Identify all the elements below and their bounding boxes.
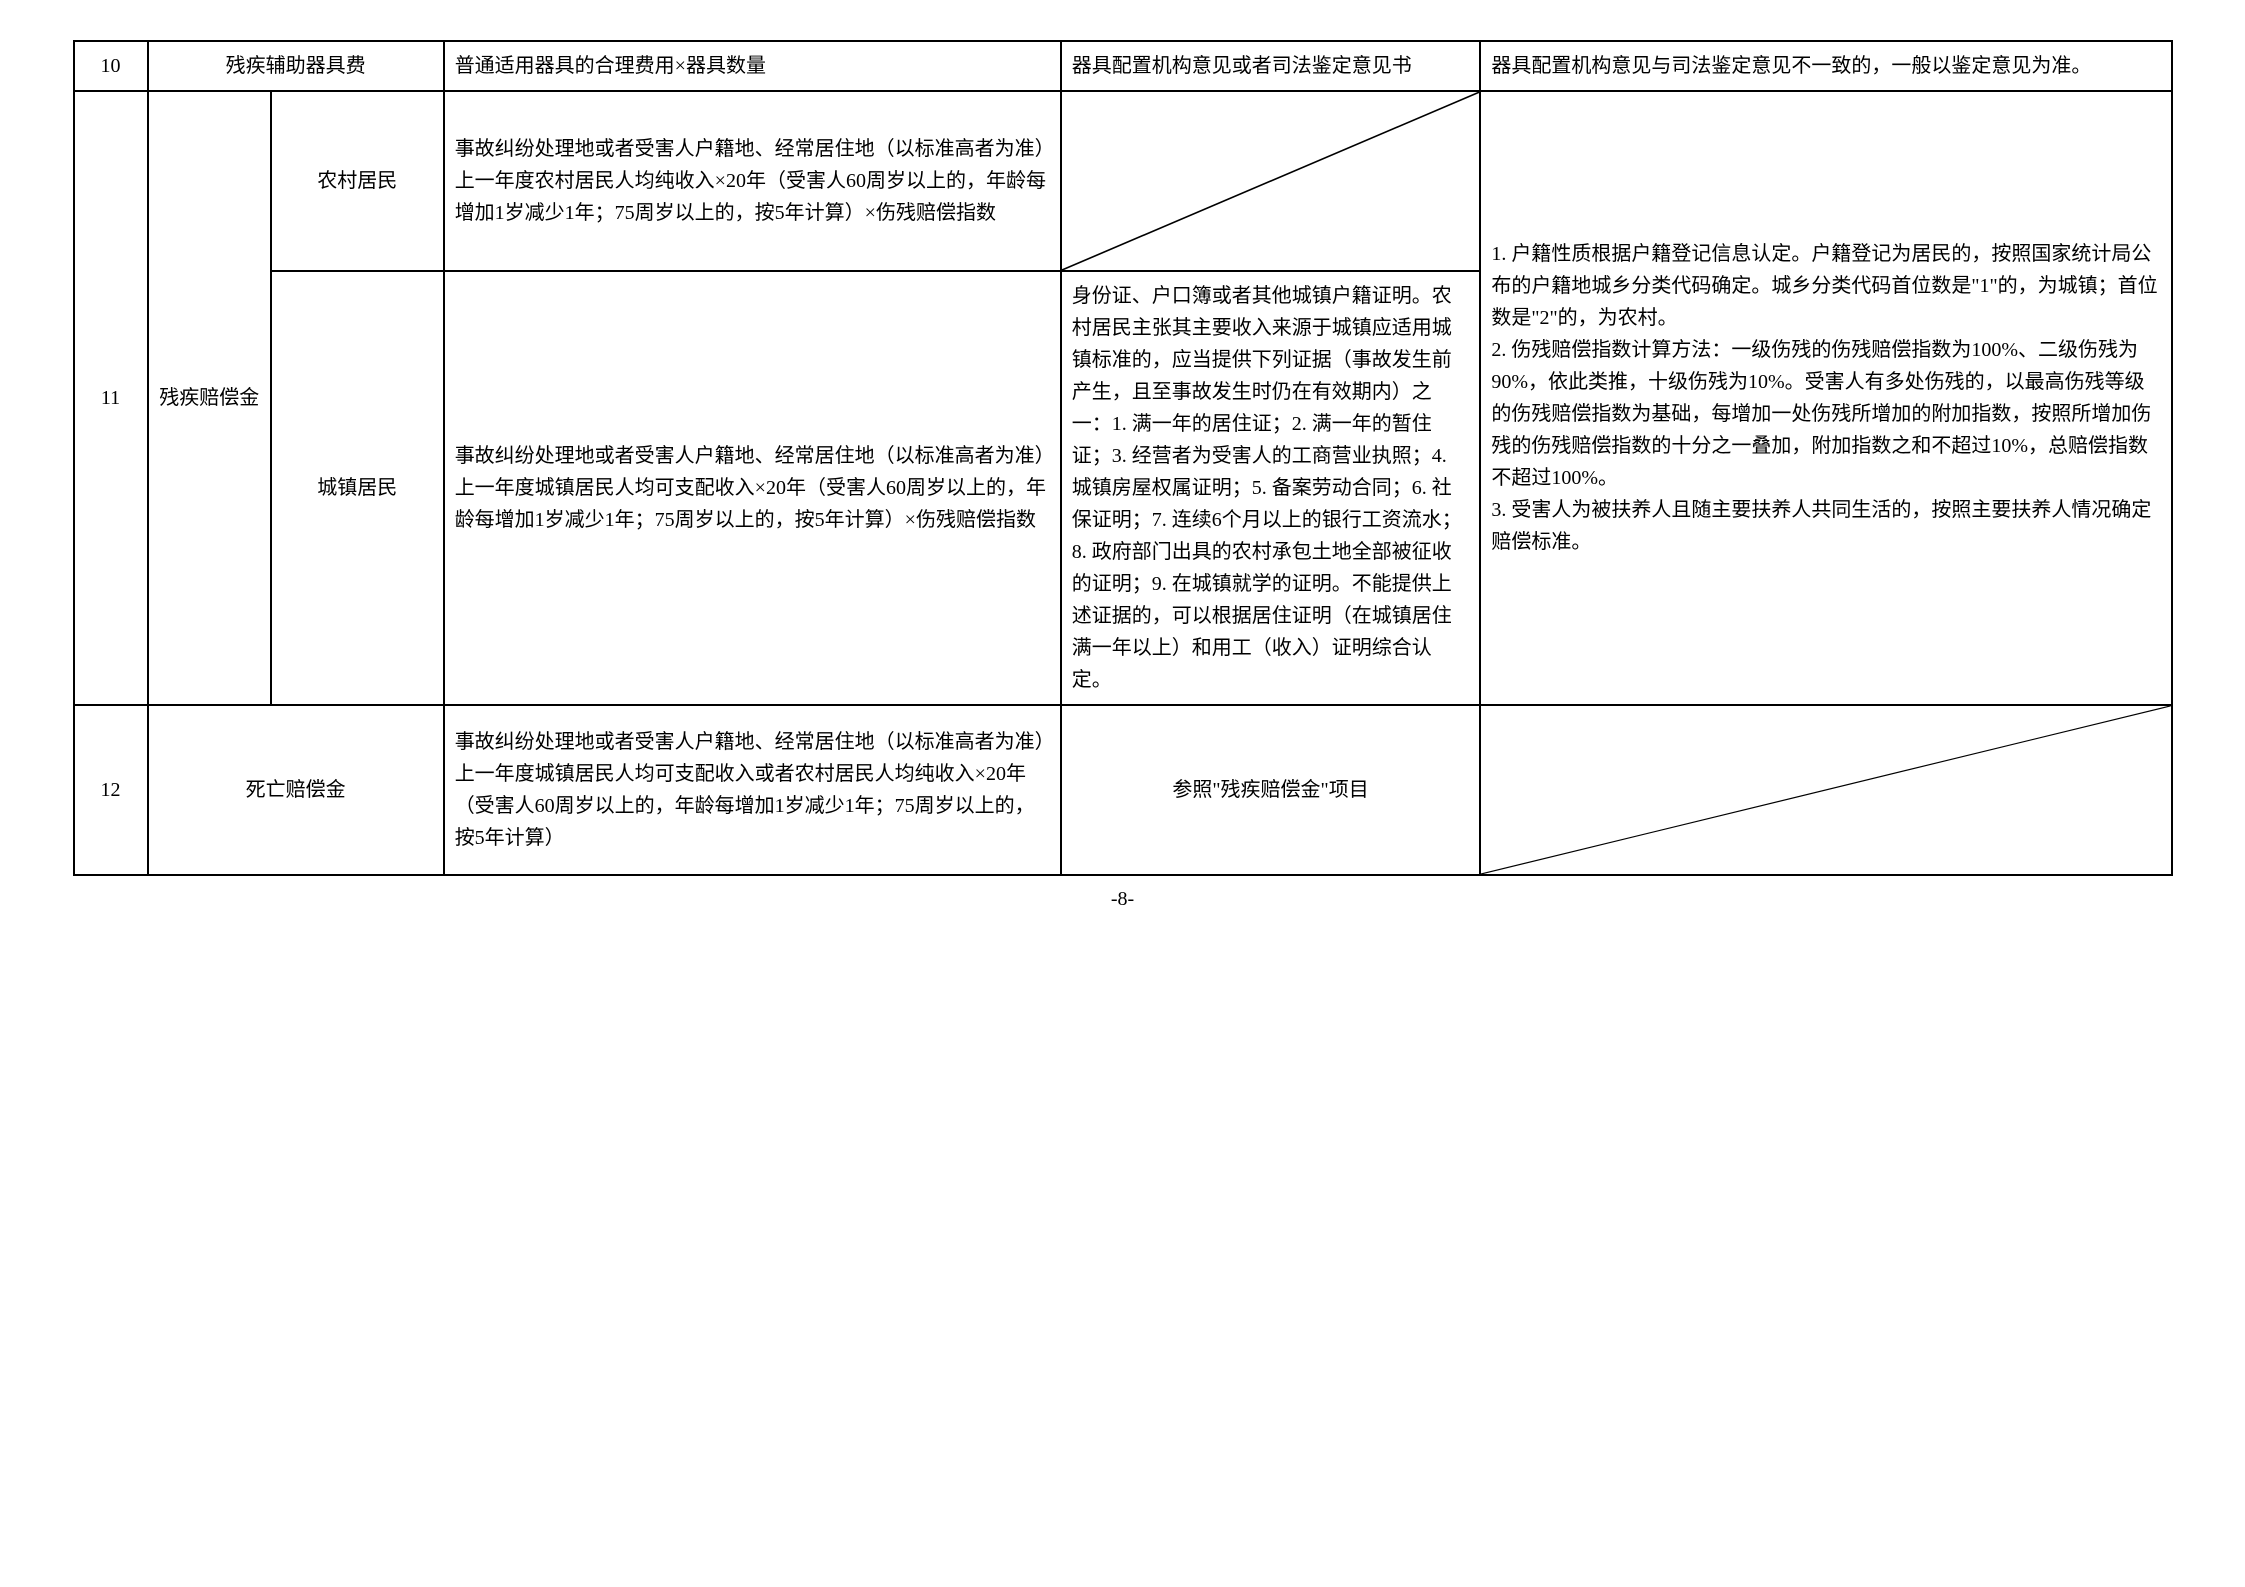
compensation-table: 10 残疾辅助器具费 普通适用器具的合理费用×器具数量 器具配置机构意见或者司法… — [73, 40, 2173, 876]
table-row: 12 死亡赔偿金 事故纠纷处理地或者受害人户籍地、经常居住地（以标准高者为准）上… — [74, 705, 2172, 875]
row-number: 12 — [74, 705, 148, 875]
diagonal-line-icon — [1481, 706, 2170, 874]
diagonal-line-icon — [1062, 92, 1480, 270]
row-number: 11 — [74, 91, 148, 705]
formula-cell: 事故纠纷处理地或者受害人户籍地、经常居住地（以标准高者为准）上一年度城镇居民人均… — [444, 271, 1061, 705]
category-cell: 残疾辅助器具费 — [148, 41, 444, 91]
evidence-cell-empty — [1061, 91, 1481, 271]
page-number: -8- — [1111, 888, 1134, 911]
subcategory-cell: 城镇居民 — [271, 271, 444, 705]
evidence-cell: 器具配置机构意见或者司法鉴定意见书 — [1061, 41, 1481, 91]
row-number: 10 — [74, 41, 148, 91]
compensation-table-wrapper: 10 残疾辅助器具费 普通适用器具的合理费用×器具数量 器具配置机构意见或者司法… — [73, 40, 2173, 876]
evidence-cell: 参照"残疾赔偿金"项目 — [1061, 705, 1481, 875]
table-row: 10 残疾辅助器具费 普通适用器具的合理费用×器具数量 器具配置机构意见或者司法… — [74, 41, 2172, 91]
notes-cell: 1. 户籍性质根据户籍登记信息认定。户籍登记为居民的，按照国家统计局公布的户籍地… — [1480, 91, 2171, 705]
category-cell: 残疾赔偿金 — [148, 91, 271, 705]
evidence-cell: 身份证、户口簿或者其他城镇户籍证明。农村居民主张其主要收入来源于城镇应适用城镇标… — [1061, 271, 1481, 705]
formula-cell: 事故纠纷处理地或者受害人户籍地、经常居住地（以标准高者为准）上一年度城镇居民人均… — [444, 705, 1061, 875]
table-row: 11 残疾赔偿金 农村居民 事故纠纷处理地或者受害人户籍地、经常居住地（以标准高… — [74, 91, 2172, 271]
subcategory-cell: 农村居民 — [271, 91, 444, 271]
formula-cell: 普通适用器具的合理费用×器具数量 — [444, 41, 1061, 91]
notes-cell-empty — [1480, 705, 2171, 875]
formula-cell: 事故纠纷处理地或者受害人户籍地、经常居住地（以标准高者为准）上一年度农村居民人均… — [444, 91, 1061, 271]
notes-cell: 器具配置机构意见与司法鉴定意见不一致的，一般以鉴定意见为准。 — [1480, 41, 2171, 91]
category-cell: 死亡赔偿金 — [148, 705, 444, 875]
